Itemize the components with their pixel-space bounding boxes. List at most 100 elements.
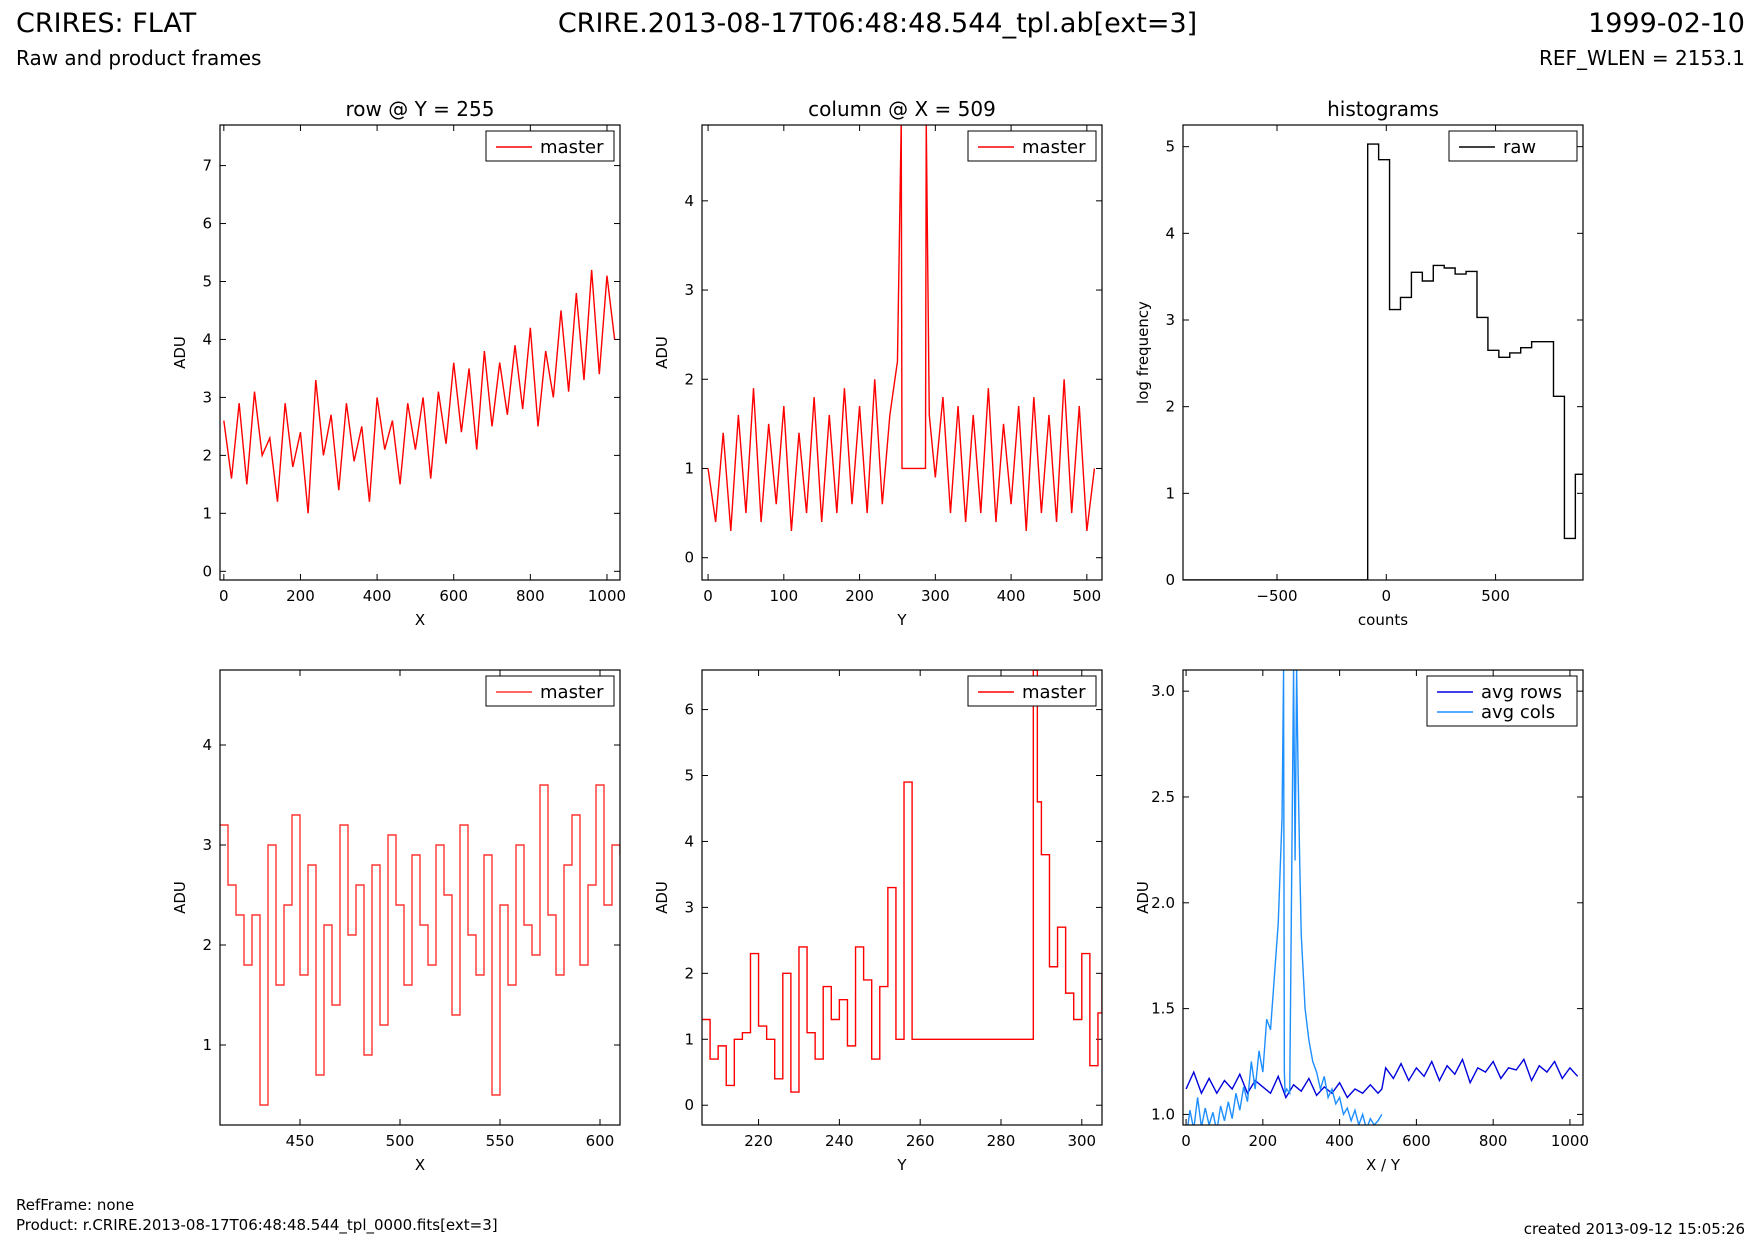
x-tick-label: 260 [906, 1132, 935, 1150]
y-tick-label: 2.0 [1151, 894, 1175, 912]
series-line-avg-cols [1187, 670, 1383, 1125]
ref-frame-label: RefFrame: none [16, 1196, 135, 1214]
y-tick-label: 2 [684, 370, 694, 388]
x-tick-label: 0 [1382, 587, 1392, 605]
plot-title: column @ X = 509 [808, 97, 996, 121]
legend: master [485, 130, 615, 162]
legend: raw [1448, 130, 1578, 162]
y-tick-label: 2.5 [1151, 788, 1175, 806]
series-line-master [220, 784, 620, 1106]
y-tick-label: 1 [1165, 484, 1175, 502]
y-tick-label: 3 [684, 898, 694, 916]
plot-frame [219, 124, 621, 581]
avg-plot: 0 200 400 600 800 1000 1.0 1.5 2.0 2.5 3.0 X / Y ADU… [1134, 669, 1589, 1174]
x-axis-label: counts [1358, 611, 1408, 629]
plot-frame [701, 669, 1103, 1126]
series-line-raw [1183, 143, 1583, 580]
x-tick-label: 220 [744, 1132, 773, 1150]
x-tick-label: 240 [825, 1132, 854, 1150]
legend-label: master [1022, 682, 1086, 703]
x-axis-label: Y [896, 611, 907, 629]
x-tick-label: 300 [921, 587, 950, 605]
y-tick-label: 1.5 [1151, 1000, 1175, 1018]
y-tick-label: 2 [202, 936, 212, 954]
x-tick-label: 0 [219, 587, 229, 605]
x-tick-label: −500 [1256, 587, 1297, 605]
y-tick-label: 4 [202, 736, 212, 754]
legend-label: avg cols [1481, 702, 1555, 723]
legend-label: master [540, 137, 604, 158]
plot-frame [1182, 669, 1584, 1126]
legend-box [967, 130, 1097, 162]
x-tick-label: 600 [586, 1132, 615, 1150]
y-axis-label: ADU [653, 336, 671, 369]
series-line-master [707, 125, 1096, 532]
legend-box [485, 675, 615, 707]
y-tick-label: 4 [1165, 224, 1175, 242]
plot-title: histograms [1327, 97, 1439, 121]
x-tick-label: 550 [486, 1132, 515, 1150]
x-tick-label: 600 [1402, 1132, 1431, 1150]
x-tick-label: 200 [286, 587, 315, 605]
y-axis-label: ADU [653, 881, 671, 914]
y-tick-label: 5 [684, 767, 694, 785]
created-label: created 2013-09-12 15:05:26 [1523, 1220, 1745, 1238]
y-axis-label: ADU [1134, 881, 1152, 914]
y-tick-label: 1 [202, 1036, 212, 1054]
series-line-avg-rows [1185, 1057, 1579, 1100]
date-label: 1999-02-10 [1588, 8, 1745, 39]
x-tick-label: 500 [386, 1132, 415, 1150]
legend-box [485, 130, 615, 162]
y-tick-label: 7 [202, 157, 212, 175]
x-tick-label: 0 [703, 587, 713, 605]
y-tick-label: 2 [684, 964, 694, 982]
x-tick-label: 500 [1073, 587, 1102, 605]
y-tick-label: 0 [684, 549, 694, 567]
row-plot: 0 200 400 600 800 1000 0 1 2 3 4 5 6 7 row @ Y = 255 X A… [171, 97, 626, 629]
x-tick-label: 400 [363, 587, 392, 605]
y-tick-label: 3 [684, 281, 694, 299]
x-tick-label: 1000 [588, 587, 626, 605]
legend-label: raw [1503, 137, 1536, 158]
y-tick-label: 1 [684, 1030, 694, 1048]
y-tick-label: 4 [684, 192, 694, 210]
y-tick-label: 4 [684, 832, 694, 850]
plot-title: row @ Y = 255 [346, 97, 495, 121]
legend-label: master [1022, 137, 1086, 158]
histogram-plot: −500 0 500 0 1 2 3 4 5 histograms counts log freque… [1134, 97, 1584, 629]
y-tick-label: 6 [202, 215, 212, 233]
legend: master [485, 675, 615, 707]
y-tick-label: 3.0 [1151, 682, 1175, 700]
legend-label: avg rows [1481, 682, 1562, 703]
legend-box [967, 675, 1097, 707]
y-tick-label: 3 [1165, 311, 1175, 329]
plot-frame [219, 669, 621, 1126]
y-tick-label: 0 [684, 1096, 694, 1114]
x-tick-label: 400 [997, 587, 1026, 605]
legend-box [1448, 130, 1578, 162]
x-tick-label: 450 [286, 1132, 315, 1150]
x-axis-label: X [415, 1156, 425, 1174]
x-tick-label: 500 [1481, 587, 1510, 605]
column-plot: 0 100 200 300 400 500 0 1 2 3 4 column @ X = 509 Y AD… [653, 97, 1103, 629]
y-axis-label: log frequency [1134, 301, 1152, 404]
x-tick-label: 600 [439, 587, 468, 605]
legend-box [1426, 675, 1578, 727]
plot-frame [1182, 124, 1584, 581]
page-title: CRIRES: FLAT [16, 8, 197, 39]
y-tick-label: 6 [684, 701, 694, 719]
series-line-master [223, 269, 616, 514]
y-tick-label: 2 [202, 446, 212, 464]
x-axis-label: X [415, 611, 425, 629]
x-tick-label: 400 [1325, 1132, 1354, 1150]
y-tick-label: 4 [202, 330, 212, 348]
x-tick-label: 280 [987, 1132, 1016, 1150]
y-tick-label: 1 [202, 504, 212, 522]
x-tick-label: 800 [1479, 1132, 1508, 1150]
x-tick-label: 1000 [1551, 1132, 1589, 1150]
product-label: Product: r.CRIRE.2013-08-17T06:48:48.544… [16, 1216, 498, 1234]
y-tick-label: 0 [202, 562, 212, 580]
x-tick-label: 200 [1249, 1132, 1278, 1150]
column-zoom-plot: 220 240 260 280 300 0 1 2 3 4 5 6 Y ADU master [653, 669, 1103, 1174]
x-tick-label: 100 [769, 587, 798, 605]
